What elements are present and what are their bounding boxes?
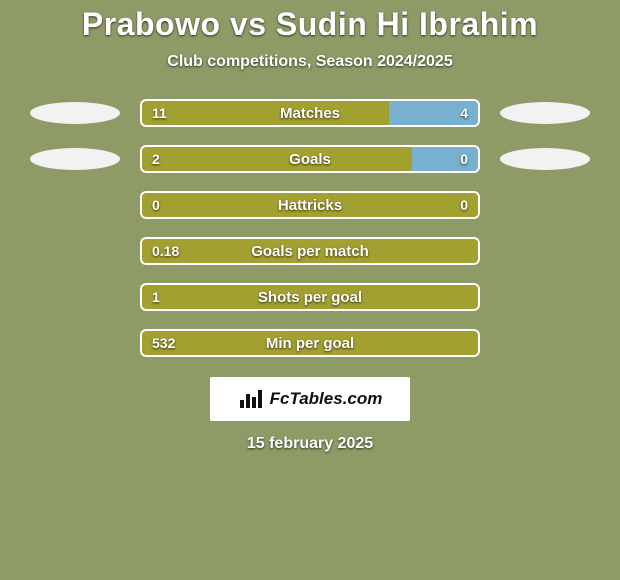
page-subtitle: Club competitions, Season 2024/2025 [167,53,452,71]
stat-bar: 0Hattricks0 [140,191,480,219]
stat-row: 2Goals0 [0,145,620,173]
stat-bar: 0.18Goals per match [140,237,480,265]
bar-segment-left [140,145,412,173]
stat-row: 0Hattricks0 [0,191,620,219]
stat-bar: 532Min per goal [140,329,480,357]
logo-box: FcTables.com [210,377,410,421]
decor-left [30,148,120,170]
date-text: 15 february 2025 [247,435,373,453]
bar-segment-right [389,99,480,127]
comparison-infographic: Prabowo vs Sudin Hi Ibrahim Club competi… [0,0,620,580]
stat-row: 532Min per goal [0,329,620,357]
stat-row: 0.18Goals per match [0,237,620,265]
stat-bar: 1Shots per goal [140,283,480,311]
page-title: Prabowo vs Sudin Hi Ibrahim [82,6,538,43]
logo-text: FcTables.com [270,389,383,409]
bar-segment-right [412,145,480,173]
decor-left [30,102,120,124]
bar-segment-left [140,191,480,219]
bar-segment-left [140,237,480,265]
stat-row: 11Matches4 [0,99,620,127]
bar-segment-left [140,283,480,311]
stat-rows: 11Matches4 2Goals0 0Hattricks0 0.18Goals pe… [0,99,620,357]
stat-bar: 2Goals0 [140,145,480,173]
stat-row: 1Shots per goal [0,283,620,311]
bars-icon [238,388,266,410]
decor-right [500,102,590,124]
bar-segment-left [140,329,480,357]
bar-segment-left [140,99,389,127]
decor-right [500,148,590,170]
stat-bar: 11Matches4 [140,99,480,127]
